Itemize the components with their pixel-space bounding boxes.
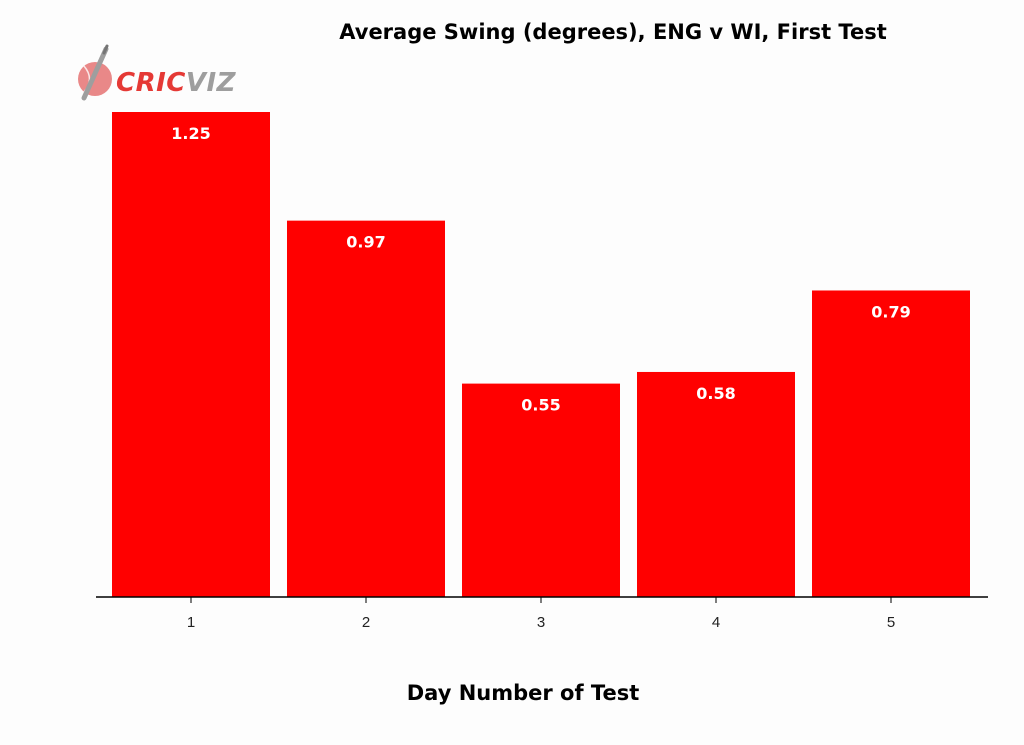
x-tick-label: 3 xyxy=(537,614,545,631)
x-axis: 1 2 3 4 5 xyxy=(96,596,988,631)
x-axis-label: Day Number of Test xyxy=(407,681,640,705)
bar-day-1 xyxy=(112,112,270,597)
x-tick-label: 2 xyxy=(362,614,370,631)
x-tick-label: 5 xyxy=(887,614,895,631)
bar-value-label: 0.97 xyxy=(346,233,385,252)
logo-wordmark: CRICVIZ xyxy=(116,68,237,98)
bars-group: 1.25 0.97 0.55 0.58 0.79 xyxy=(112,112,970,597)
x-ticks-group: 1 2 3 4 5 xyxy=(187,597,895,631)
bar-value-label: 0.55 xyxy=(521,396,560,415)
cricket-ball-icon xyxy=(78,44,112,101)
logo-text-cric: CRIC xyxy=(116,68,186,98)
cricviz-logo: CRICVIZ xyxy=(78,44,237,101)
bar-value-label: 1.25 xyxy=(171,124,210,143)
x-tick-label: 1 xyxy=(187,614,195,631)
logo-text-viz: VIZ xyxy=(186,68,237,98)
bar-day-3 xyxy=(462,383,620,597)
bar-day-2 xyxy=(287,220,445,597)
bar-value-label: 0.58 xyxy=(696,384,735,403)
bar-day-4 xyxy=(637,371,795,597)
chart-title: Average Swing (degrees), ENG v WI, First… xyxy=(339,20,887,44)
x-tick-label: 4 xyxy=(712,614,720,631)
bar-day-5 xyxy=(812,290,970,597)
bar-value-label: 0.79 xyxy=(871,302,910,321)
